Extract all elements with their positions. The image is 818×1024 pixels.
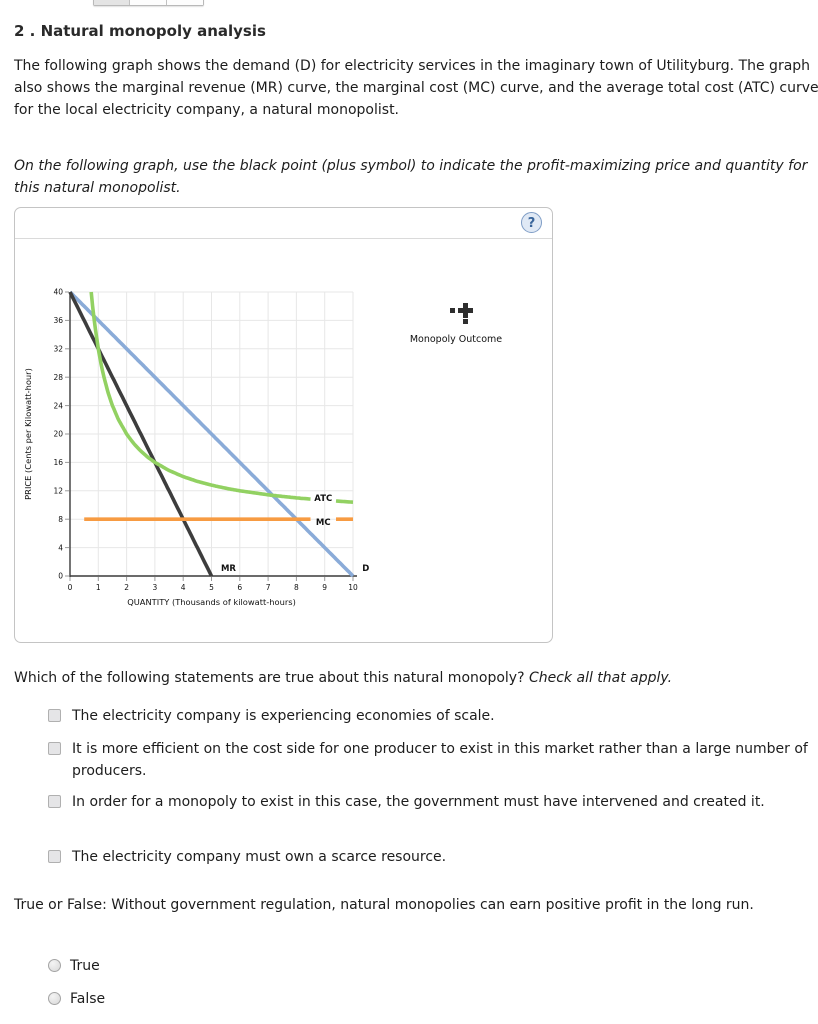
checkbox-option-3[interactable]: In order for a monopoly to exist in this… — [48, 791, 810, 813]
svg-text:24: 24 — [53, 401, 63, 410]
panel-divider — [15, 238, 552, 239]
prompt-text: Which of the following statements are tr… — [14, 670, 525, 686]
svg-text:12: 12 — [53, 487, 63, 496]
svg-text:10: 10 — [348, 583, 358, 592]
svg-text:16: 16 — [53, 458, 63, 467]
toolbar-segment[interactable] — [167, 0, 203, 5]
svg-text:MR: MR — [221, 564, 236, 574]
svg-text:36: 36 — [53, 316, 63, 325]
svg-text:32: 32 — [53, 345, 63, 354]
checkbox-option-label: In order for a monopoly to exist in this… — [72, 794, 765, 810]
checkbox-option-2[interactable]: It is more efficient on the cost side fo… — [48, 738, 810, 782]
svg-text:QUANTITY (Thousands of kilowat: QUANTITY (Thousands of kilowatt-hours) — [127, 597, 296, 607]
help-icon[interactable]: ? — [521, 212, 542, 233]
svg-text:D: D — [362, 564, 369, 574]
checkbox-icon[interactable] — [48, 742, 61, 755]
svg-text:9: 9 — [322, 583, 327, 592]
checkbox-option-4[interactable]: The electricity company must own a scarc… — [48, 846, 810, 868]
svg-text:MC: MC — [316, 518, 331, 528]
radio-option-false[interactable]: False — [48, 988, 105, 1010]
radio-option-label: False — [70, 991, 106, 1007]
intro-paragraph: The following graph shows the demand (D)… — [14, 58, 818, 118]
svg-text:1: 1 — [96, 583, 101, 592]
svg-text:0: 0 — [58, 572, 63, 581]
svg-text:4: 4 — [181, 583, 186, 592]
page-title: 2 . Natural monopoly analysis — [14, 22, 266, 40]
svg-text:40: 40 — [53, 288, 63, 297]
checkbox-option-label: The electricity company must own a scarc… — [72, 849, 447, 865]
svg-text:3: 3 — [153, 583, 158, 592]
prompt-italic: Check all that apply. — [528, 670, 673, 686]
radio-icon[interactable] — [48, 992, 61, 1005]
instruction-text: On the following graph, use the black po… — [14, 158, 808, 196]
plus-point-icon[interactable] — [447, 298, 475, 328]
checkbox-icon[interactable] — [48, 709, 61, 722]
checkbox-icon[interactable] — [48, 795, 61, 808]
toolbar-segment[interactable] — [94, 0, 130, 5]
svg-text:5: 5 — [209, 583, 214, 592]
checkbox-option-1[interactable]: The electricity company is experiencing … — [48, 705, 810, 727]
radio-option-true[interactable]: True — [48, 955, 100, 977]
svg-text:PRICE (Cents per Kilowatt-hour: PRICE (Cents per Kilowatt-hour) — [23, 368, 33, 500]
checkbox-question-prompt: Which of the following statements are tr… — [14, 667, 818, 689]
graph-panel: ? 0 4 8 12 16 20 24 28 32 36 40 0 1 2 3 4 5 6 7 8 9 10 PRICE (… — [14, 207, 553, 643]
svg-text:20: 20 — [53, 430, 63, 439]
checkbox-option-label: The electricity company is experiencing … — [72, 708, 495, 724]
checkbox-option-label: It is more efficient on the cost side fo… — [72, 741, 808, 779]
svg-text:ATC: ATC — [314, 494, 332, 504]
svg-text:0: 0 — [68, 583, 73, 592]
radio-option-label: True — [70, 958, 100, 974]
svg-text:6: 6 — [237, 583, 242, 592]
svg-text:28: 28 — [53, 373, 63, 382]
svg-text:4: 4 — [58, 543, 63, 552]
toolbar-segment[interactable] — [130, 0, 167, 5]
svg-text:2: 2 — [124, 583, 129, 592]
svg-text:8: 8 — [58, 515, 63, 524]
legend-label: Monopoly Outcome — [409, 334, 503, 345]
svg-text:8: 8 — [294, 583, 299, 592]
checkbox-icon[interactable] — [48, 850, 61, 863]
tf-question-prompt: True or False: Without government regula… — [14, 897, 754, 913]
svg-text:7: 7 — [266, 583, 271, 592]
cropped-toolbar-fragment[interactable] — [93, 0, 204, 6]
radio-icon[interactable] — [48, 959, 61, 972]
